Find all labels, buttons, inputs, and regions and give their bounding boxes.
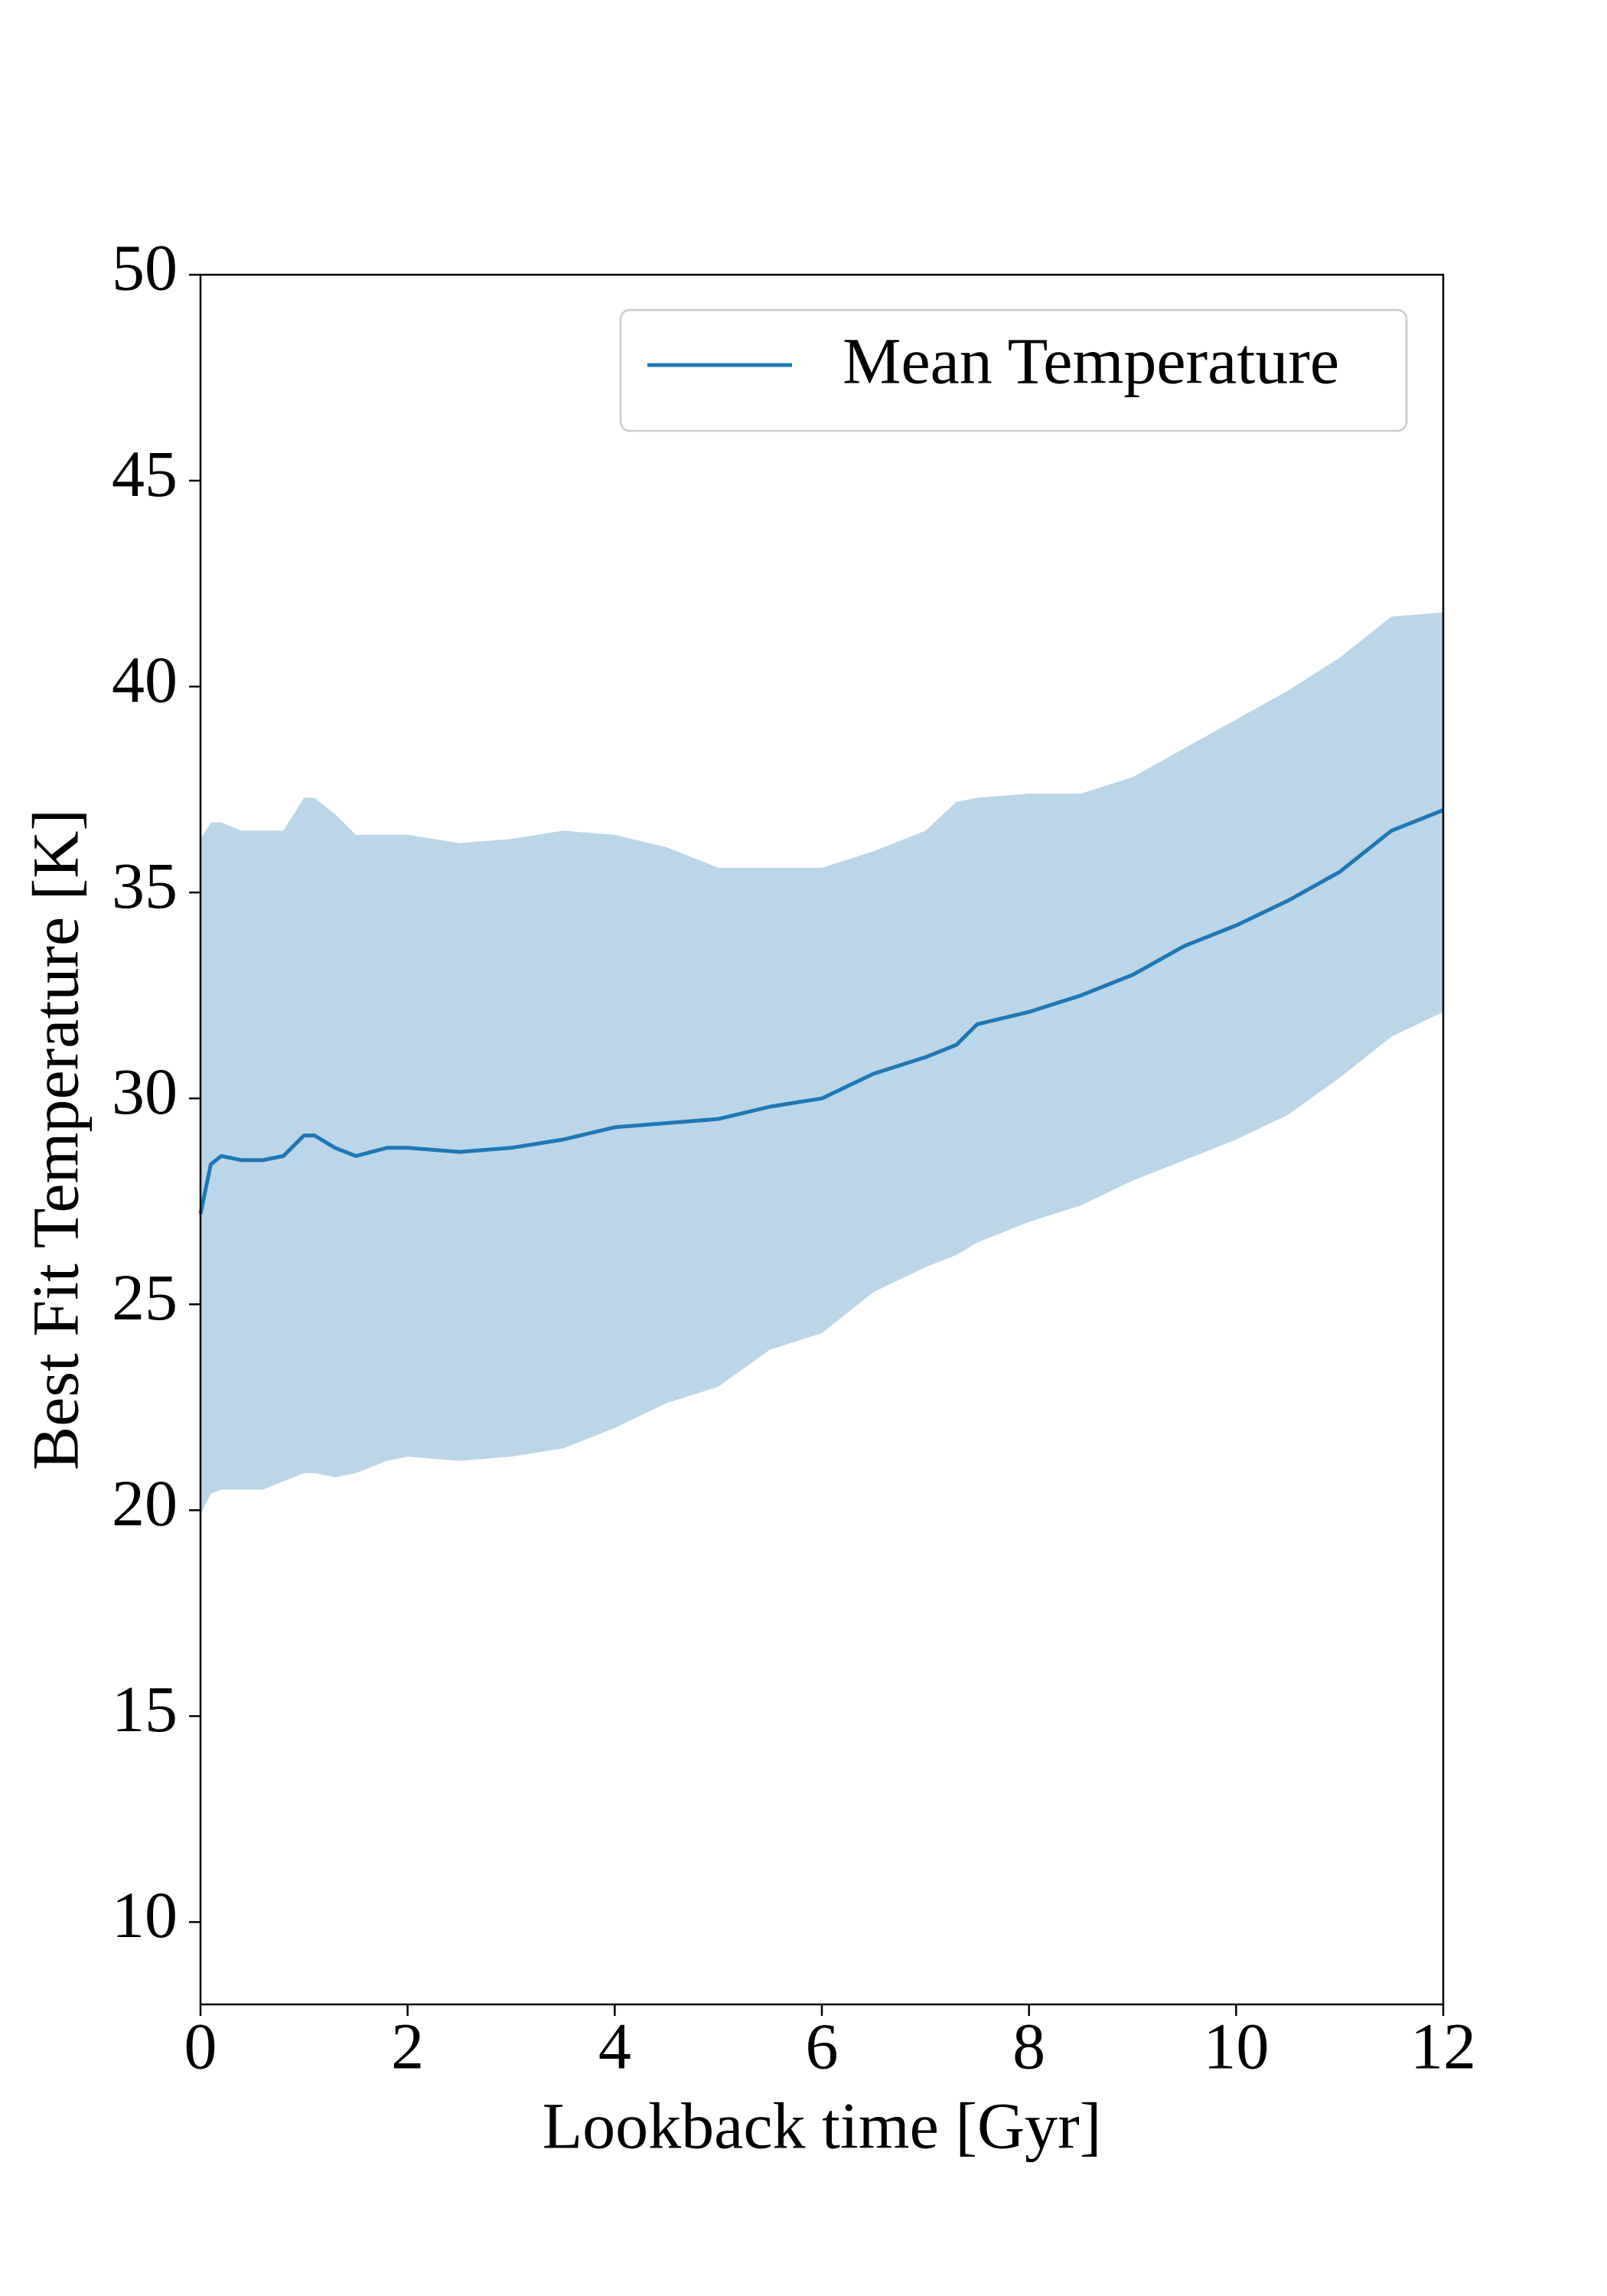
y-tick-label: 15	[112, 1672, 178, 1746]
confidence-band	[200, 612, 1443, 1515]
x-tick-label: 2	[391, 2010, 424, 2083]
legend-label: Mean Temperature	[843, 325, 1339, 398]
x-tick-label: 12	[1410, 2010, 1476, 2083]
x-tick-label: 4	[598, 2010, 631, 2083]
y-tick-label: 20	[112, 1466, 178, 1540]
x-tick-label: 10	[1203, 2010, 1269, 2083]
y-tick-label: 40	[112, 643, 178, 716]
y-tick-label: 25	[112, 1261, 178, 1334]
y-tick-label: 10	[112, 1878, 178, 1952]
x-tick-label: 8	[1012, 2010, 1045, 2083]
x-tick-label: 0	[184, 2010, 217, 2083]
y-tick-label: 50	[112, 231, 178, 305]
y-tick-label: 35	[112, 849, 178, 922]
legend-box	[619, 308, 1408, 432]
y-tick-label: 30	[112, 1055, 178, 1128]
line	[198, 808, 1444, 1215]
x-tick-label: 6	[806, 2010, 839, 2083]
y-tick-label: 45	[112, 437, 178, 510]
x-axis-label: Lookback time [Gyr]	[543, 2089, 1102, 2163]
y-axis-label: Best Fit Temperature [K]	[19, 809, 93, 1470]
